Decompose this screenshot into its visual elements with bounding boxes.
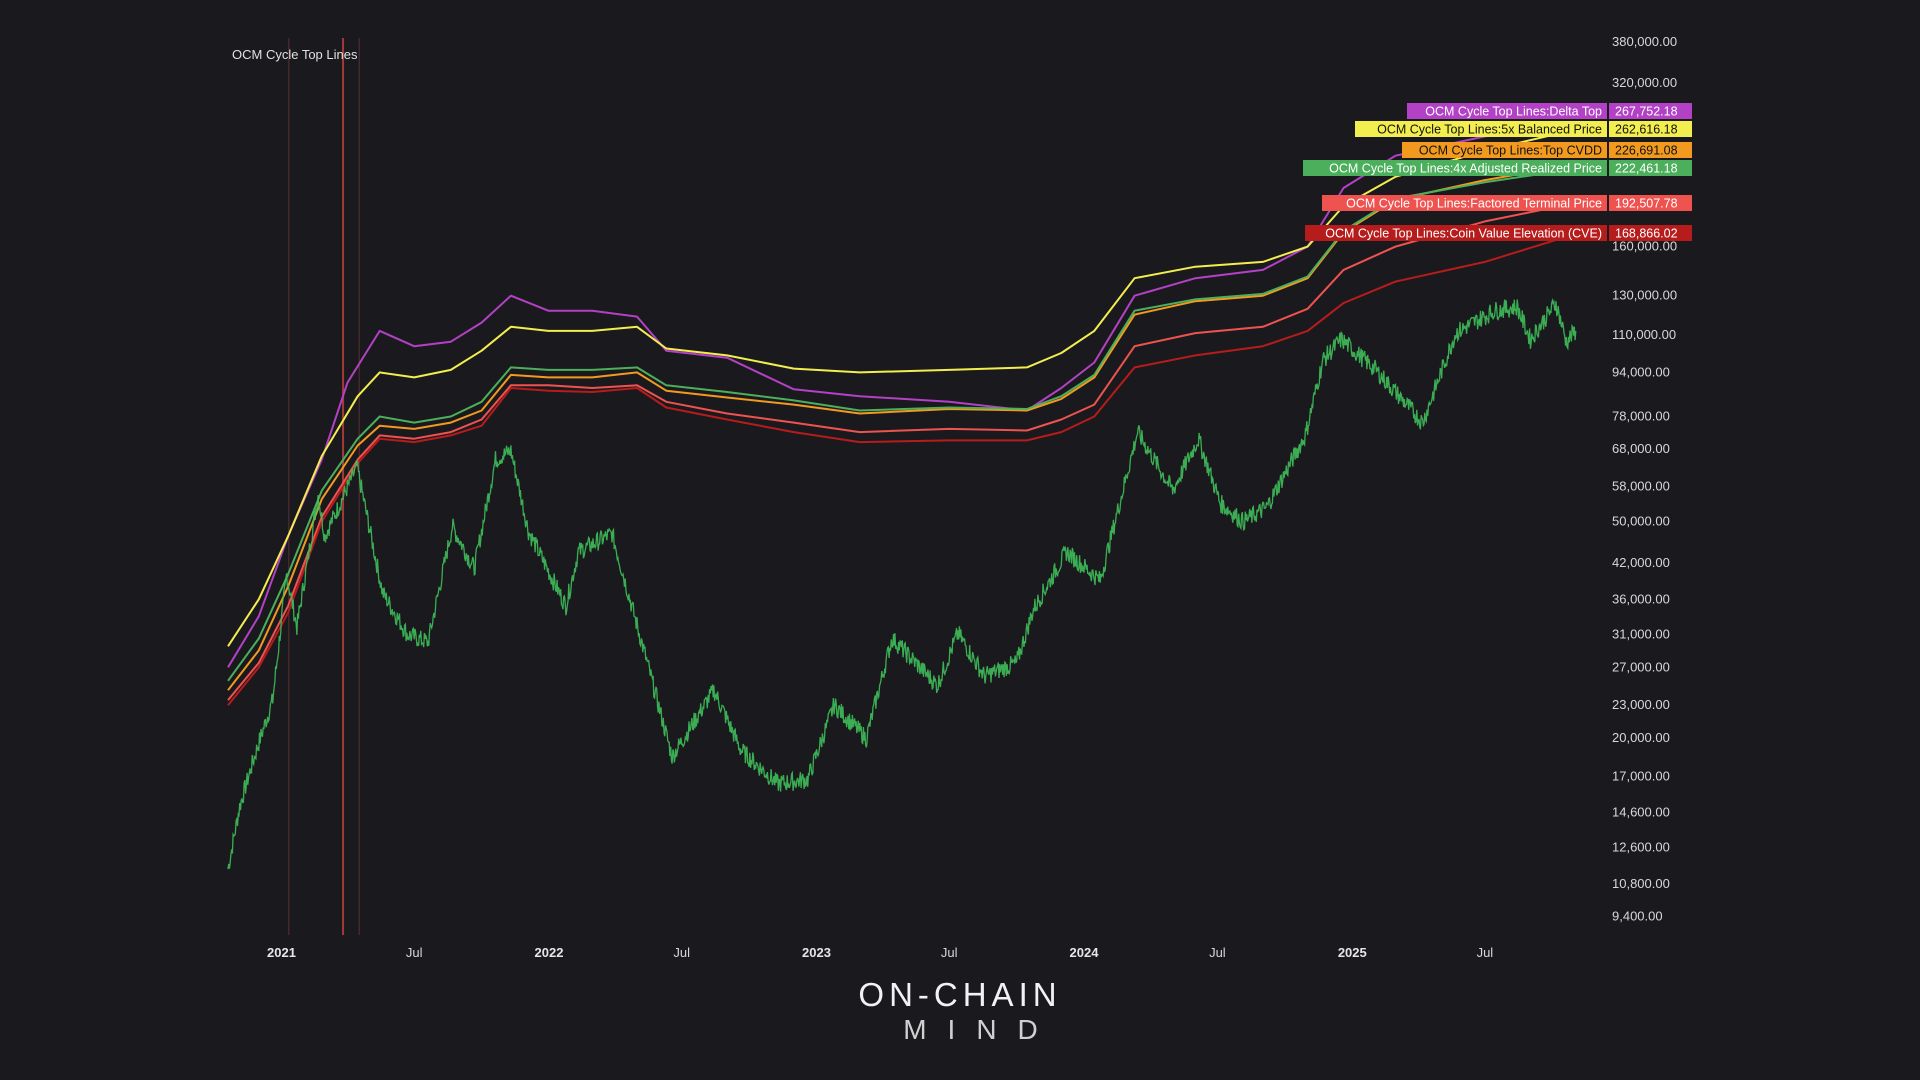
- legend-label-bg: [1355, 121, 1607, 137]
- x-tick-label: Jul: [673, 945, 690, 960]
- legend-value-bg: [1609, 225, 1692, 241]
- x-tick-label: 2021: [267, 945, 296, 960]
- y-tick-label: 9,400.00: [1612, 909, 1663, 924]
- series-line-5: [227, 232, 1577, 706]
- x-tick-label: Jul: [1209, 945, 1226, 960]
- series-line-2: [227, 163, 1576, 691]
- x-tick-label: Jul: [1477, 945, 1494, 960]
- y-tick-label: 94,000.00: [1612, 364, 1670, 379]
- legend-label-bg: [1407, 103, 1607, 119]
- legend-value: 168,866.02: [1615, 227, 1678, 241]
- y-tick-label: 78,000.00: [1612, 409, 1670, 424]
- x-tick-label: Jul: [406, 945, 423, 960]
- series-line-3: [227, 167, 1576, 682]
- legend-item-1: OCM Cycle Top Lines:5x Balanced Price 262…: [1355, 121, 1692, 137]
- series-line-1: [227, 128, 1577, 647]
- legend-label: OCM Cycle Top Lines:4x Adjusted Realized…: [1329, 162, 1602, 176]
- y-tick-label: 58,000.00: [1612, 479, 1670, 494]
- y-tick-label: 130,000.00: [1612, 288, 1677, 303]
- price-series: [227, 297, 1577, 870]
- legend-label: OCM Cycle Top Lines:Delta Top: [1425, 105, 1602, 119]
- legend-item-5: OCM Cycle Top Lines:Coin Value Elevation…: [1305, 225, 1692, 241]
- legend-item-2: OCM Cycle Top Lines:Top CVDD 226,691.08: [1402, 142, 1692, 158]
- y-tick-label: 50,000.00: [1612, 514, 1670, 529]
- x-tick-label: 2025: [1338, 945, 1367, 960]
- y-tick-label: 110,000.00: [1612, 327, 1676, 342]
- legend-label: OCM Cycle Top Lines:5x Balanced Price: [1377, 123, 1602, 137]
- legend-label-bg: [1305, 225, 1607, 241]
- legend-label: OCM Cycle Top Lines:Top CVDD: [1419, 144, 1602, 158]
- legend-value-bg: [1609, 121, 1692, 137]
- series-line-0: [227, 123, 1576, 668]
- brand-logo-line1: ON-CHAIN: [858, 976, 1062, 1013]
- legend-value: 222,461.18: [1615, 162, 1678, 176]
- series-lines: [227, 123, 1577, 706]
- legend-label: OCM Cycle Top Lines:Factored Terminal Pr…: [1346, 197, 1602, 211]
- y-tick-label: 10,800.00: [1612, 876, 1670, 891]
- y-tick-label: 14,600.00: [1612, 805, 1670, 820]
- legend-label-bg: [1303, 160, 1607, 176]
- legend-label-bg: [1402, 142, 1607, 158]
- y-tick-label: 23,000.00: [1612, 697, 1670, 712]
- y-tick-label: 42,000.00: [1612, 555, 1670, 570]
- y-tick-label: 380,000.00: [1612, 34, 1677, 49]
- y-tick-label: 27,000.00: [1612, 659, 1670, 674]
- legend-value: 226,691.08: [1615, 144, 1678, 158]
- y-tick-label: 12,600.00: [1612, 839, 1670, 854]
- y-tick-label: 36,000.00: [1612, 591, 1670, 606]
- legend-label-bg: [1322, 195, 1607, 211]
- legend: OCM Cycle Top Lines:Delta Top 267,752.18O…: [1303, 103, 1692, 241]
- series-line-4: [227, 201, 1576, 701]
- price-line: [227, 297, 1577, 870]
- y-axis: 380,000.00 320,000.00 160,000.00 130,000.00…: [1612, 34, 1677, 924]
- x-tick-label: 2024: [1070, 945, 1100, 960]
- legend-item-4: OCM Cycle Top Lines:Factored Terminal Pr…: [1322, 195, 1692, 211]
- legend-value-bg: [1609, 195, 1692, 211]
- x-tick-label: 2022: [535, 945, 564, 960]
- legend-item-3: OCM Cycle Top Lines:4x Adjusted Realized…: [1303, 160, 1692, 176]
- legend-value-bg: [1609, 142, 1692, 158]
- y-tick-label: 20,000.00: [1612, 730, 1670, 745]
- y-tick-label: 31,000.00: [1612, 627, 1670, 642]
- legend-label: OCM Cycle Top Lines:Coin Value Elevation…: [1325, 227, 1602, 241]
- legend-value: 262,616.18: [1615, 123, 1678, 137]
- x-tick-label: Jul: [941, 945, 958, 960]
- x-axis: 2021 Jul 2022 Jul 2023 Jul 2024 Jul 2025 Jul: [267, 945, 1493, 960]
- legend-value-bg: [1609, 103, 1692, 119]
- chart-title: OCM Cycle Top Lines: [232, 47, 358, 62]
- legend-value: 267,752.18: [1615, 105, 1678, 119]
- legend-item-0: OCM Cycle Top Lines:Delta Top 267,752.18: [1407, 103, 1692, 119]
- y-tick-label: 160,000.00: [1612, 239, 1677, 254]
- legend-value-bg: [1609, 160, 1692, 176]
- brand-logo-line2: MIND: [903, 1014, 1059, 1045]
- x-tick-label: 2023: [802, 945, 831, 960]
- y-tick-label: 320,000.00: [1612, 75, 1677, 90]
- y-tick-label: 17,000.00: [1612, 769, 1670, 784]
- y-tick-label: 68,000.00: [1612, 441, 1670, 456]
- legend-value: 192,507.78: [1615, 197, 1678, 211]
